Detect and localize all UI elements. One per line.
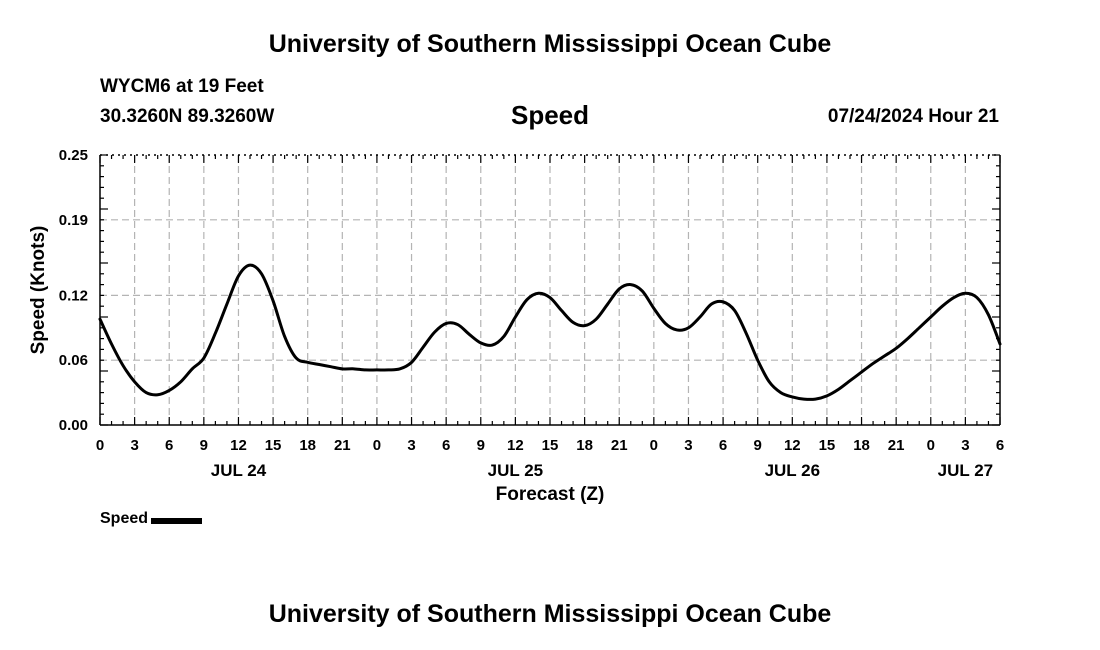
x-tick-label: 9 xyxy=(754,437,762,454)
y-tick-label: 0.06 xyxy=(59,352,88,369)
x-tick-label: 18 xyxy=(853,437,870,454)
x-tick-label: 15 xyxy=(265,437,282,454)
date-labels: JUL 24 JUL 25 JUL 26 JUL 27 xyxy=(211,461,993,480)
x-tick-label: 21 xyxy=(888,437,905,454)
coordinates-label: 30.3260N 89.3260W xyxy=(100,106,275,127)
footer-title: University of Southern Mississippi Ocean… xyxy=(268,600,832,628)
x-tick-label: 3 xyxy=(684,437,692,454)
y-axis-label: Speed (Knots) xyxy=(28,226,49,355)
grid xyxy=(100,155,1000,425)
legend-swatch xyxy=(151,517,203,524)
x-tick-label: 6 xyxy=(719,437,727,454)
x-tick-label: 3 xyxy=(407,437,415,454)
legend: Speed xyxy=(100,510,203,528)
x-tick-label: 15 xyxy=(542,437,559,454)
station-label: WYCM6 at 19 Feet xyxy=(100,76,264,97)
y-tick-label: 0.25 xyxy=(59,147,88,164)
x-tick-label: 3 xyxy=(961,437,969,454)
y-tick-label: 0.12 xyxy=(59,287,88,304)
legend-label: Speed xyxy=(100,510,149,527)
date-label: JUL 24 xyxy=(211,461,267,480)
x-tick-label: 9 xyxy=(200,437,208,454)
x-tick-label: 12 xyxy=(784,437,801,454)
x-tick-label: 0 xyxy=(373,437,381,454)
x-tick-label: 15 xyxy=(819,437,836,454)
y-tick-label: 0.19 xyxy=(59,212,88,229)
date-label: JUL 25 xyxy=(488,461,543,480)
x-tick-label: 12 xyxy=(230,437,247,454)
x-axis: 0 3 6 9 12 15 18 21 0 3 6 9 12 15 18 21 0 3 6 9 12 15 18 21 0 3 6 xyxy=(96,155,1004,454)
series-layer xyxy=(98,263,1002,401)
x-tick-label: 21 xyxy=(611,437,628,454)
x-tick-label: 0 xyxy=(650,437,658,454)
x-tick-label: 18 xyxy=(576,437,593,454)
x-tick-label: 6 xyxy=(442,437,450,454)
x-tick-label: 3 xyxy=(130,437,138,454)
chart-title: University of Southern Mississippi Ocean… xyxy=(268,30,832,58)
x-tick-label: 0 xyxy=(96,437,104,454)
x-tick-label: 0 xyxy=(927,437,935,454)
x-tick-label: 21 xyxy=(334,437,351,454)
date-label: JUL 27 xyxy=(938,461,993,480)
y-tick-label: 0.00 xyxy=(59,417,88,434)
date-label: JUL 26 xyxy=(765,461,820,480)
x-tick-label: 6 xyxy=(165,437,173,454)
x-tick-label: 18 xyxy=(299,437,316,454)
y-axis: 0.00 0.06 0.12 0.19 0.25 xyxy=(59,147,1000,434)
series-line-speed xyxy=(98,263,1002,401)
variable-title: Speed xyxy=(510,100,590,130)
x-tick-label: 12 xyxy=(507,437,524,454)
x-tick-label: 6 xyxy=(996,437,1004,454)
x-axis-label: Forecast (Z) xyxy=(496,484,605,505)
timestamp-label: 07/24/2024 Hour 21 xyxy=(827,106,999,127)
x-tick-label: 9 xyxy=(477,437,485,454)
